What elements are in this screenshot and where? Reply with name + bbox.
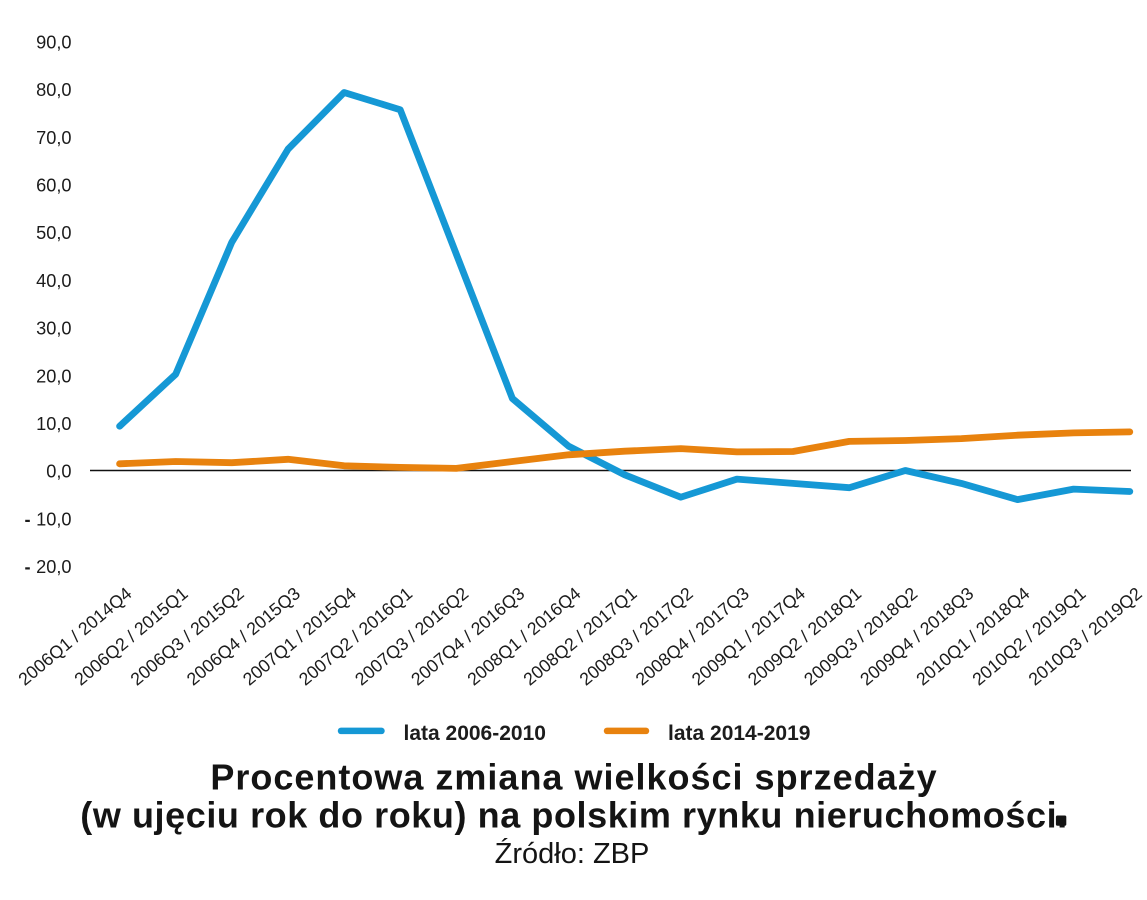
svg-text:20,0: 20,0 — [36, 366, 71, 386]
svg-text:-: - — [25, 509, 31, 529]
svg-text:Źródło: ZBP: Źródło: ZBP — [495, 837, 650, 870]
svg-text:50,0: 50,0 — [36, 223, 71, 243]
svg-text:90,0: 90,0 — [36, 33, 71, 53]
svg-text:10,0: 10,0 — [36, 414, 71, 434]
svg-text:70,0: 70,0 — [36, 128, 71, 148]
svg-text:10,0: 10,0 — [36, 509, 71, 529]
svg-text:20,0: 20,0 — [36, 557, 71, 577]
svg-text:40,0: 40,0 — [36, 271, 71, 291]
svg-text:30,0: 30,0 — [36, 319, 71, 339]
svg-text:80,0: 80,0 — [36, 80, 71, 100]
svg-text:-: - — [25, 557, 31, 577]
svg-text:lata 2006-2010: lata 2006-2010 — [404, 722, 546, 745]
svg-text:Procentowa zmiana wielkości sp: Procentowa zmiana wielkości sprzedaży — [210, 757, 937, 798]
svg-text:(w ujęciu rok do roku) na pols: (w ujęciu rok do roku) na polskim rynku … — [80, 794, 1068, 835]
svg-text:0,0: 0,0 — [46, 462, 71, 482]
svg-text:60,0: 60,0 — [36, 176, 71, 196]
svg-text:lata 2014-2019: lata 2014-2019 — [668, 722, 810, 745]
